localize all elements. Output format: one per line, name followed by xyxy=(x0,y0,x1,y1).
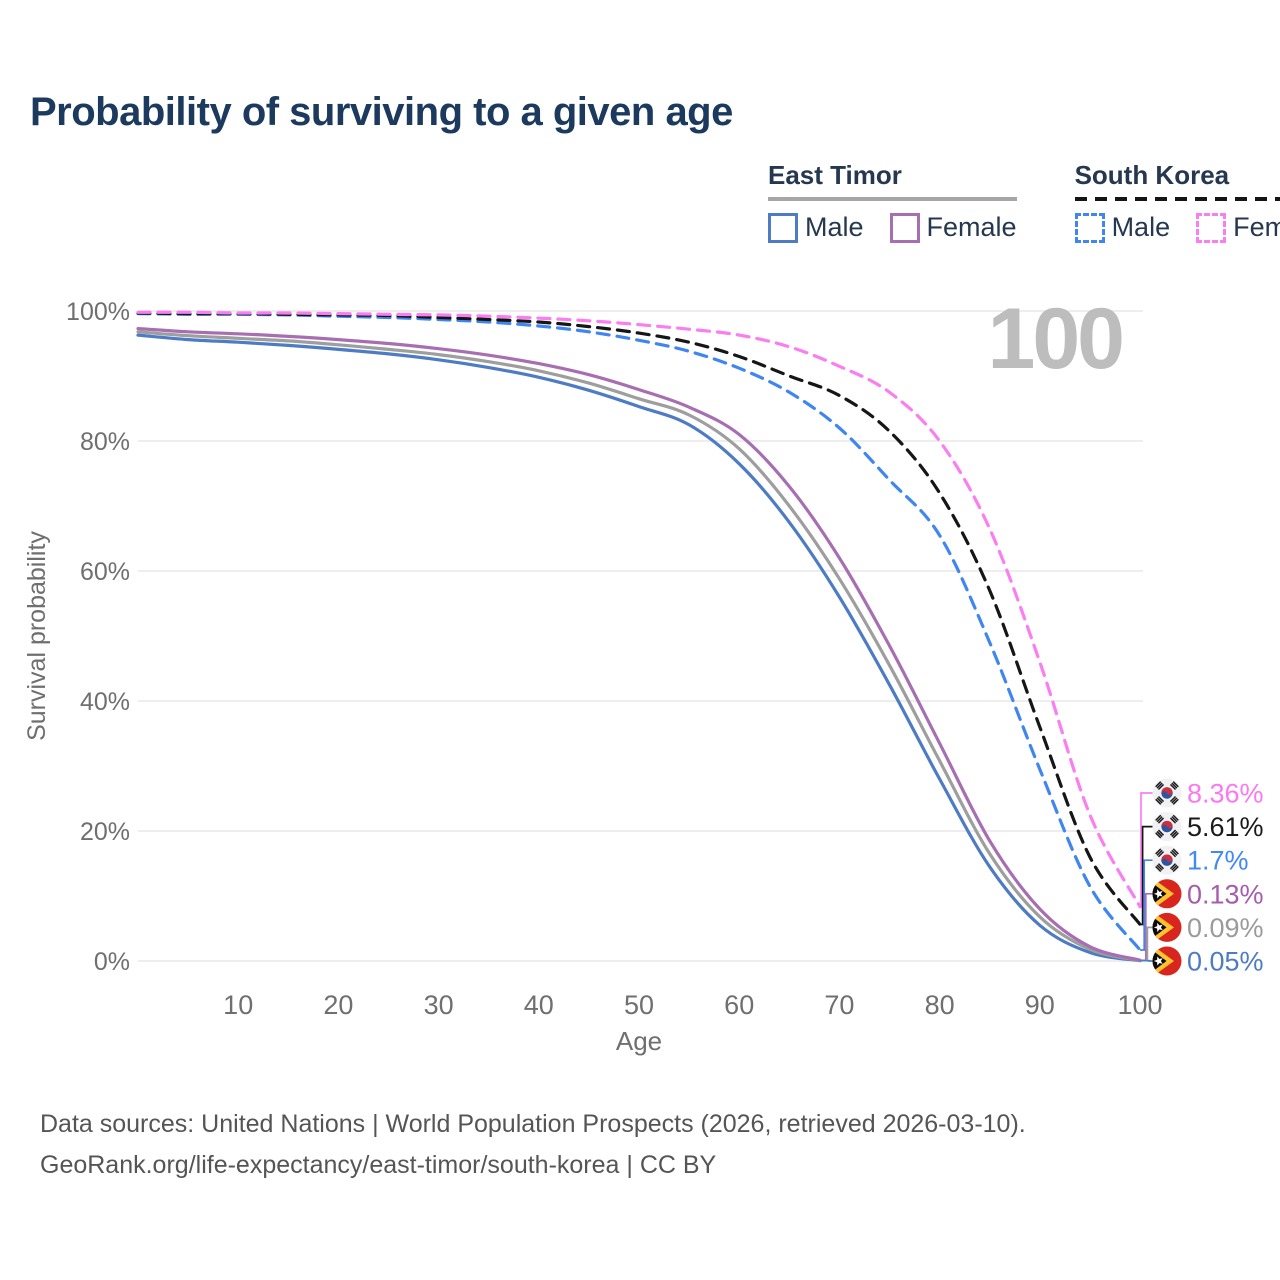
y-tick-label: 60% xyxy=(80,558,130,586)
legend-item-east-timor-male[interactable]: Male xyxy=(768,212,864,243)
curve-south-korea-both-sexes[interactable] xyxy=(136,311,1142,927)
legend-group-title: East Timor xyxy=(768,160,902,190)
flag-east-timor-icon xyxy=(1152,912,1182,942)
end-label-leader xyxy=(1140,825,1153,926)
x-tick-label: 40 xyxy=(524,990,554,1020)
curve-east-timor-female[interactable] xyxy=(136,327,1142,962)
legend-item-south-korea-female[interactable]: Female xyxy=(1196,212,1280,243)
flag-east-timor-icon xyxy=(1152,879,1182,909)
curve-east-timor-male[interactable] xyxy=(136,333,1142,963)
x-tick-label: 90 xyxy=(1025,990,1055,1020)
legend-group-title: South Korea xyxy=(1074,160,1230,190)
end-value-label: 0.13% xyxy=(1187,879,1264,909)
legend-group-east-timor: East Timor Male Female xyxy=(768,160,1017,243)
legend-item-east-timor-female[interactable]: Female xyxy=(889,212,1017,243)
y-tick-label: 100% xyxy=(66,298,130,326)
data-sources: Data sources: United Nations | World Pop… xyxy=(40,1104,1026,1186)
y-tick-label: 20% xyxy=(80,818,130,846)
flag-south-korea-icon xyxy=(1152,778,1182,808)
x-tick-label: 10 xyxy=(223,990,253,1020)
y-tick-label: 40% xyxy=(80,688,130,716)
legend-item-label: Female xyxy=(1233,212,1280,242)
end-value-label: 5.61% xyxy=(1187,812,1264,842)
y-tick-label: 0% xyxy=(94,948,130,976)
x-tick-label: 100 xyxy=(1117,990,1162,1020)
x-tick-label: 60 xyxy=(724,990,754,1020)
flag-east-timor-icon xyxy=(1152,946,1182,976)
legend-item-label: Male xyxy=(1111,212,1171,242)
flag-south-korea-icon xyxy=(1152,845,1182,875)
end-label-leader xyxy=(1140,859,1153,951)
legend-item-south-korea-male[interactable]: Male xyxy=(1074,212,1171,243)
x-tick-label: 70 xyxy=(824,990,854,1020)
legend-group-south-korea: South Korea Male Female xyxy=(1074,160,1280,243)
legend-item-label: Female xyxy=(926,212,1017,242)
legend-group-underline xyxy=(1074,197,1280,201)
flag-south-korea-icon xyxy=(1152,812,1182,842)
x-tick-label: 80 xyxy=(925,990,955,1020)
legend-group-underline xyxy=(768,197,1017,201)
line-swatch-icon xyxy=(889,212,920,243)
chart-title: Probability of surviving to a given age xyxy=(30,90,733,134)
end-value-label: 8.36% xyxy=(1187,779,1264,809)
x-tick-label: 20 xyxy=(323,990,353,1020)
line-swatch-icon xyxy=(1196,212,1227,243)
source-line-1: Data sources: United Nations | World Pop… xyxy=(40,1110,1026,1138)
curve-east-timor-both-sexes[interactable] xyxy=(136,330,1142,962)
age-counter-watermark: 100 xyxy=(988,291,1123,387)
y-axis-title: Survival probability xyxy=(23,531,51,741)
curve-south-korea-female[interactable] xyxy=(136,310,1142,909)
x-tick-label: 30 xyxy=(424,990,454,1020)
legend-item-label: Male xyxy=(805,212,864,242)
end-value-label: 1.7% xyxy=(1187,846,1249,876)
end-label-leader xyxy=(1140,792,1153,908)
end-value-label: 0.09% xyxy=(1187,913,1264,943)
x-tick-label: 50 xyxy=(624,990,654,1020)
source-line-2: GeoRank.org/life-expectancy/east-timor/s… xyxy=(40,1151,717,1179)
y-tick-label: 80% xyxy=(80,428,130,456)
x-axis-title: Age xyxy=(616,1026,662,1056)
line-swatch-icon xyxy=(768,212,798,243)
end-value-label: 0.05% xyxy=(1187,947,1264,977)
legend: East Timor Male Female South Korea Male … xyxy=(768,160,1280,243)
line-swatch-icon xyxy=(1074,212,1105,243)
